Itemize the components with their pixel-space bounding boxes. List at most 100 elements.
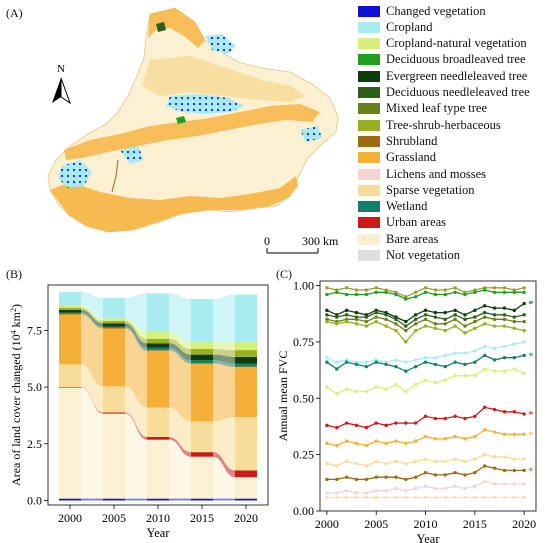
fvc-point — [384, 290, 388, 294]
bar-segment — [235, 342, 257, 351]
fvc-point — [413, 290, 418, 294]
bar-segment — [103, 413, 125, 499]
y-tick-label: 0.25 — [293, 448, 314, 462]
fvc-point — [364, 364, 369, 369]
fvc-point — [354, 317, 359, 322]
y-tick-label: 0.00 — [293, 504, 314, 518]
fvc-point — [374, 308, 378, 313]
fvc-point — [512, 355, 517, 360]
fvc-point — [335, 322, 339, 326]
fvc-point — [413, 295, 418, 299]
fvc-point — [344, 358, 349, 362]
fvc-point — [443, 310, 447, 315]
bar-segment — [59, 291, 81, 306]
fvc-point — [433, 292, 438, 297]
fvc-point — [404, 461, 408, 466]
fvc-point — [492, 306, 497, 310]
fvc-point — [384, 288, 388, 292]
map-grassland-tianshan — [64, 104, 320, 160]
fvc-point — [354, 315, 359, 319]
fvc-point — [374, 310, 378, 315]
fvc-point — [374, 475, 378, 479]
fvc-point — [413, 383, 418, 387]
xinjiang-land-cover-map: N 0 300 km — [47, 7, 339, 254]
fvc-series-line — [326, 320, 525, 343]
fvc-point — [443, 353, 447, 358]
y-tick-label: 0.50 — [293, 391, 314, 405]
fvc-point — [364, 477, 369, 482]
fvc-point — [473, 308, 477, 313]
fvc-point — [492, 324, 497, 328]
fvc-point — [335, 425, 339, 430]
legend-item: Urban areas — [358, 215, 446, 231]
fvc-series-line — [326, 287, 525, 298]
fvc-point — [325, 491, 329, 495]
bar-segment — [147, 331, 169, 339]
fvc-point — [325, 441, 329, 446]
fvc-point — [483, 495, 487, 500]
fvc-point — [374, 439, 378, 443]
fvc-point — [453, 286, 457, 290]
map-grassland-south — [50, 176, 298, 232]
fvc-point — [502, 468, 507, 473]
bar-segment — [103, 412, 125, 414]
flow-band — [169, 350, 191, 422]
fvc-point — [522, 495, 526, 500]
fvc-point — [364, 319, 369, 324]
fvc-point — [492, 455, 497, 459]
fvc-point — [394, 495, 398, 500]
bar-segment — [103, 326, 125, 328]
fvc-point — [453, 351, 457, 355]
scale-bar — [266, 248, 319, 254]
fvc-point — [374, 459, 378, 464]
fvc-point — [413, 475, 418, 479]
flow-band — [81, 312, 103, 328]
bar-segment — [59, 309, 81, 313]
fvc-point — [404, 421, 408, 425]
fvc-point — [433, 380, 438, 385]
fvc-point — [394, 292, 398, 297]
fvc-point — [404, 441, 408, 446]
fvc-point — [413, 313, 418, 317]
flow-band — [213, 456, 235, 499]
fvc-point — [344, 387, 349, 391]
fvc-point — [325, 495, 329, 500]
fvc-point — [423, 324, 428, 328]
fvc-point — [344, 475, 349, 479]
fvc-point — [483, 344, 487, 349]
y-tick-label: 0.0 — [27, 493, 42, 507]
fvc-point — [463, 473, 467, 477]
legend-label: Deciduous broadleaved tree — [386, 52, 526, 67]
bar-segment — [191, 354, 213, 361]
fvc-point — [443, 364, 447, 369]
significance-star: * — [528, 409, 534, 421]
fvc-point — [404, 297, 408, 301]
fvc-point — [433, 416, 438, 421]
legend-item: Deciduous needleleaved tree — [358, 85, 530, 101]
fvc-point — [463, 351, 467, 355]
significance-star: * — [528, 350, 534, 362]
fvc-point — [423, 308, 428, 313]
fvc-point — [502, 482, 507, 486]
fvc-point — [404, 477, 408, 482]
fvc-point — [335, 367, 339, 371]
flow-band — [125, 328, 147, 408]
flow-band — [125, 318, 147, 339]
chart-b-land-cover-change: 0.0 2.5 5.0 7.5 2000 2005 2010 2015 2020 Year Area… — [9, 284, 269, 540]
fvc-point — [404, 328, 408, 333]
fvc-point — [335, 313, 339, 317]
fvc-point — [354, 389, 359, 394]
bar-segment — [191, 363, 213, 422]
bar-segment — [191, 342, 213, 349]
fvc-point — [354, 423, 359, 428]
legend-swatch — [358, 201, 380, 213]
bar-segment — [103, 328, 125, 387]
fvc-point — [502, 324, 507, 328]
fvc-point — [453, 290, 457, 294]
bar-segment — [59, 387, 81, 388]
flow-band — [213, 452, 235, 478]
fvc-point — [522, 301, 526, 306]
legend-swatch — [358, 135, 380, 147]
legend-item: Cropland — [358, 19, 433, 35]
bar-segment — [235, 366, 257, 368]
